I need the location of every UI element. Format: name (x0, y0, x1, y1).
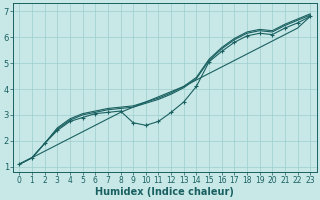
X-axis label: Humidex (Indice chaleur): Humidex (Indice chaleur) (95, 187, 234, 197)
